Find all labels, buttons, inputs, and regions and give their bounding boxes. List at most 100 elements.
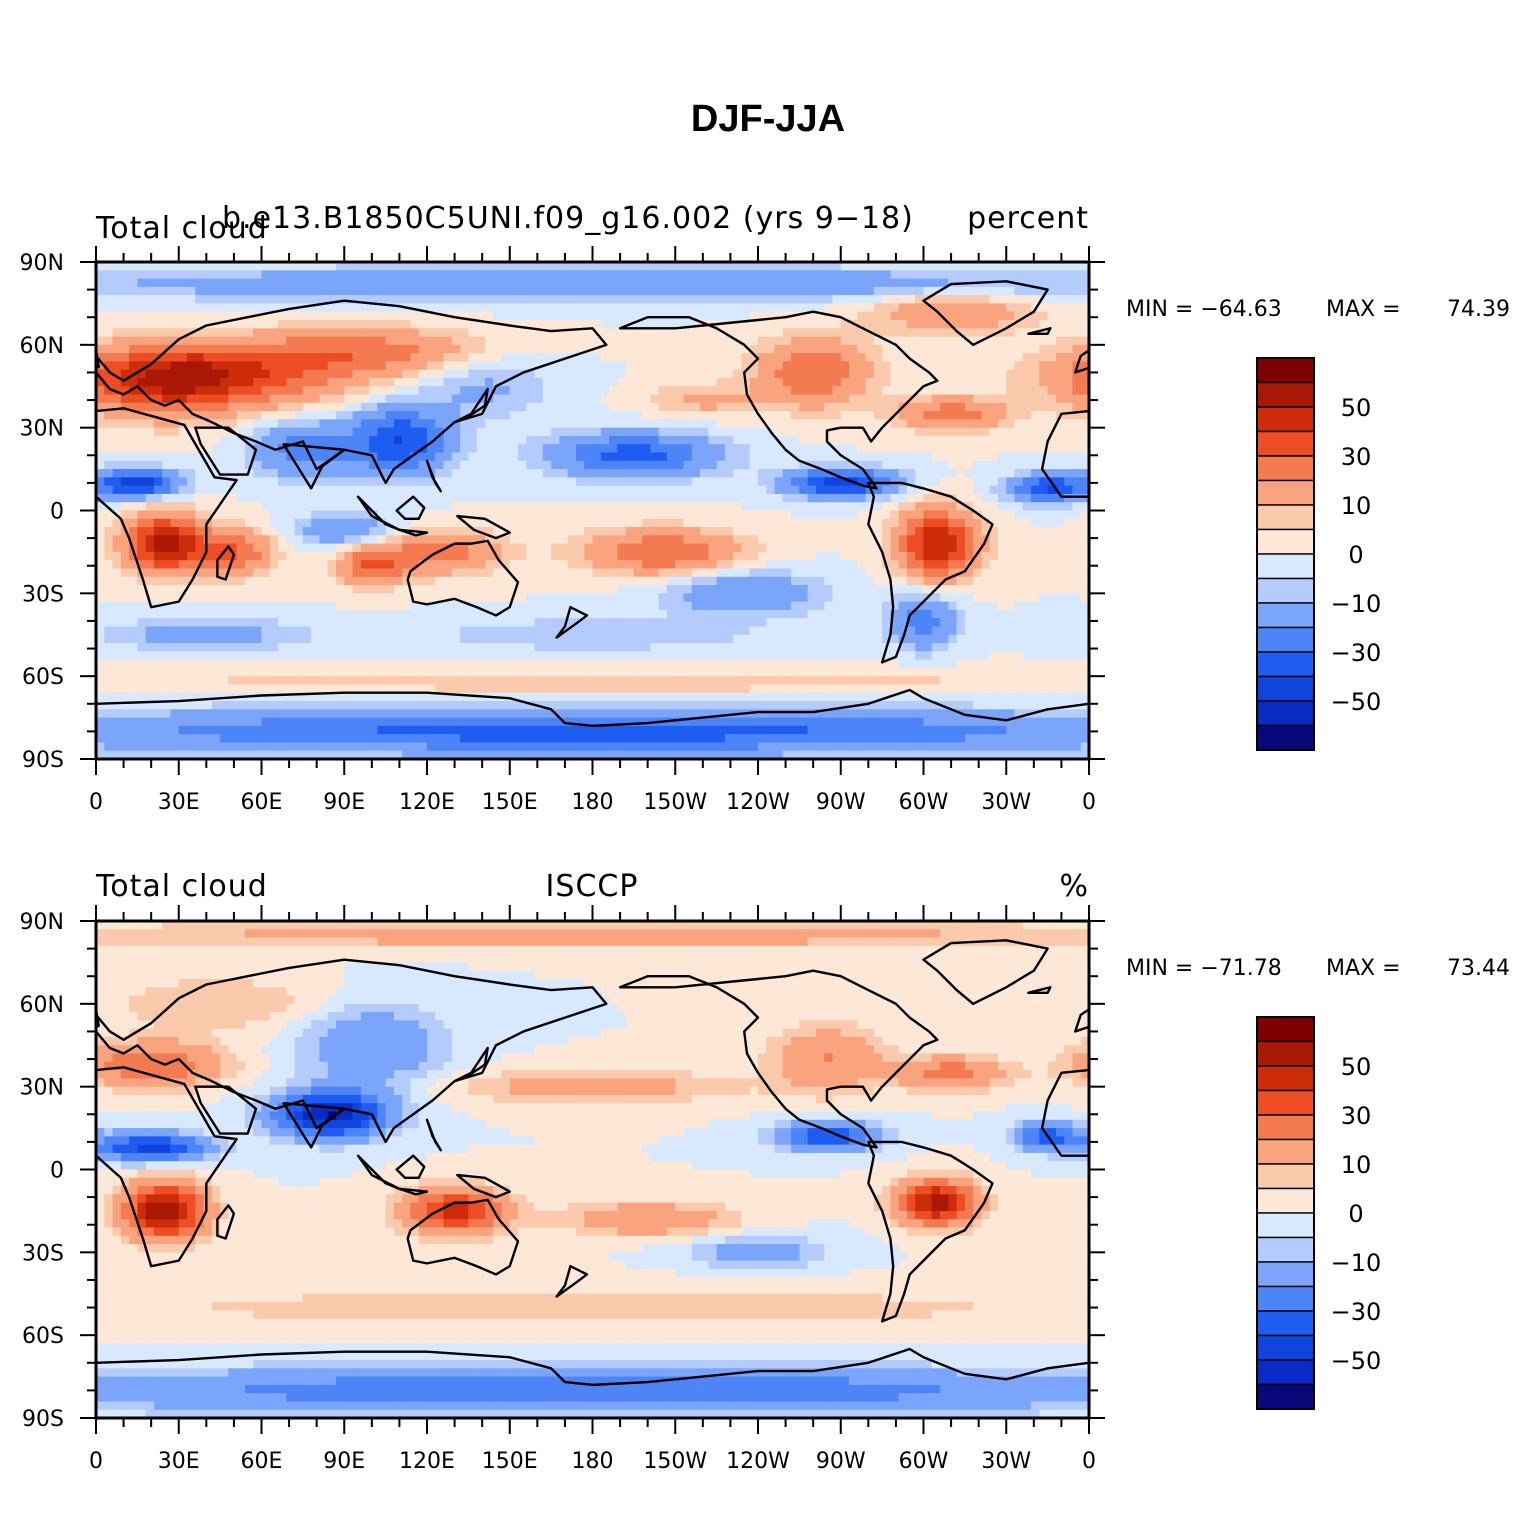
heatmap-cell bbox=[882, 576, 892, 586]
heatmap-cell bbox=[96, 319, 105, 329]
heatmap-cell bbox=[617, 535, 627, 545]
heatmap-cell bbox=[997, 311, 1007, 321]
heatmap-cell bbox=[724, 535, 734, 545]
heatmap-cell bbox=[890, 270, 900, 280]
heatmap-cell bbox=[815, 527, 825, 536]
heatmap-cell bbox=[749, 510, 759, 520]
heatmap-cell bbox=[551, 394, 561, 404]
heatmap-cell bbox=[360, 601, 370, 611]
heatmap-cell bbox=[824, 419, 834, 429]
heatmap-cell bbox=[650, 601, 660, 611]
heatmap-cell bbox=[940, 328, 949, 338]
heatmap-cell bbox=[890, 344, 900, 354]
heatmap-cell bbox=[244, 576, 254, 586]
heatmap-cell bbox=[683, 344, 693, 354]
heatmap-cell bbox=[559, 460, 569, 470]
heatmap-cell bbox=[468, 394, 478, 404]
heatmap-cell bbox=[294, 328, 304, 338]
heatmap-cell bbox=[120, 311, 130, 321]
heatmap-cell bbox=[418, 419, 428, 429]
heatmap-cell bbox=[575, 386, 585, 396]
heatmap-cell bbox=[476, 601, 486, 611]
heatmap-cell bbox=[1080, 502, 1089, 512]
heatmap-cell bbox=[666, 328, 676, 338]
heatmap-cell bbox=[551, 336, 561, 346]
heatmap-cell bbox=[741, 319, 751, 329]
heatmap-cell bbox=[774, 328, 784, 338]
heatmap-cell bbox=[377, 518, 387, 528]
heatmap-cell bbox=[129, 353, 138, 362]
heatmap-cell bbox=[766, 444, 776, 454]
heatmap-cell bbox=[923, 402, 933, 412]
heatmap-cell bbox=[873, 543, 883, 553]
heatmap-cell bbox=[642, 576, 652, 586]
heatmap-cell bbox=[170, 535, 180, 545]
heatmap-cell bbox=[766, 262, 776, 271]
heatmap-cell bbox=[484, 311, 494, 321]
heatmap-cell bbox=[666, 527, 676, 536]
heatmap-cell bbox=[782, 336, 792, 346]
heatmap-cell bbox=[162, 469, 172, 478]
heatmap-cell bbox=[501, 394, 511, 404]
heatmap-cell bbox=[882, 543, 892, 553]
heatmap-cell bbox=[319, 402, 329, 412]
heatmap-cell bbox=[203, 402, 213, 412]
heatmap-cell bbox=[451, 510, 461, 520]
heatmap-cell bbox=[153, 427, 163, 437]
heatmap-cell bbox=[617, 402, 627, 412]
heatmap-cell bbox=[195, 394, 205, 404]
heatmap-cell bbox=[120, 419, 130, 429]
heatmap-cell bbox=[178, 402, 188, 412]
heatmap-cell bbox=[956, 551, 966, 561]
heatmap-cell bbox=[1014, 560, 1024, 570]
heatmap-cell bbox=[1064, 527, 1074, 536]
heatmap-cell bbox=[683, 576, 693, 586]
heatmap-cell bbox=[609, 469, 618, 478]
heatmap-cell bbox=[791, 402, 800, 412]
heatmap-cell bbox=[633, 278, 643, 288]
heatmap-cell bbox=[402, 328, 412, 338]
heatmap-cell bbox=[493, 419, 503, 429]
heatmap-cell bbox=[476, 444, 486, 454]
heatmap-cell bbox=[501, 576, 511, 586]
heatmap-cell bbox=[923, 527, 933, 536]
heatmap-cell bbox=[758, 336, 767, 346]
heatmap-cell bbox=[658, 394, 668, 404]
heatmap-cell bbox=[170, 460, 180, 470]
heatmap-cell bbox=[997, 286, 1007, 296]
heatmap-cell bbox=[137, 270, 147, 280]
heatmap-cell bbox=[1014, 518, 1024, 528]
heatmap-cell bbox=[427, 585, 436, 594]
heatmap-cell bbox=[981, 270, 991, 280]
heatmap-cell bbox=[294, 535, 304, 545]
heatmap-cell bbox=[153, 493, 163, 503]
heatmap-cell bbox=[559, 427, 569, 437]
heatmap-cell bbox=[129, 286, 138, 296]
heatmap-cell bbox=[460, 568, 469, 578]
heatmap-cell bbox=[236, 394, 246, 404]
heatmap-cell bbox=[1047, 551, 1057, 561]
heatmap-cell bbox=[882, 585, 892, 594]
heatmap-cell bbox=[327, 493, 337, 503]
heatmap-cell bbox=[203, 386, 213, 396]
heatmap-cell bbox=[989, 576, 999, 586]
heatmap-cell bbox=[187, 394, 196, 404]
heatmap-cell bbox=[1006, 527, 1016, 536]
heatmap-cell bbox=[385, 601, 395, 611]
heatmap-cell bbox=[600, 551, 610, 561]
heatmap-cell bbox=[915, 477, 925, 487]
heatmap-cell bbox=[435, 411, 445, 420]
heatmap-cell bbox=[923, 518, 933, 528]
heatmap-cell bbox=[402, 518, 412, 528]
heatmap-cell bbox=[898, 319, 908, 329]
heatmap-cell bbox=[501, 535, 511, 545]
heatmap-cell bbox=[278, 344, 287, 354]
heatmap-cell bbox=[948, 460, 958, 470]
heatmap-cell bbox=[716, 551, 726, 561]
heatmap-cell bbox=[824, 560, 834, 570]
heatmap-cell bbox=[890, 527, 900, 536]
heatmap-cell bbox=[352, 361, 362, 371]
heatmap-cell bbox=[195, 551, 205, 561]
heatmap-cell bbox=[236, 543, 246, 553]
heatmap-cell bbox=[335, 535, 345, 545]
